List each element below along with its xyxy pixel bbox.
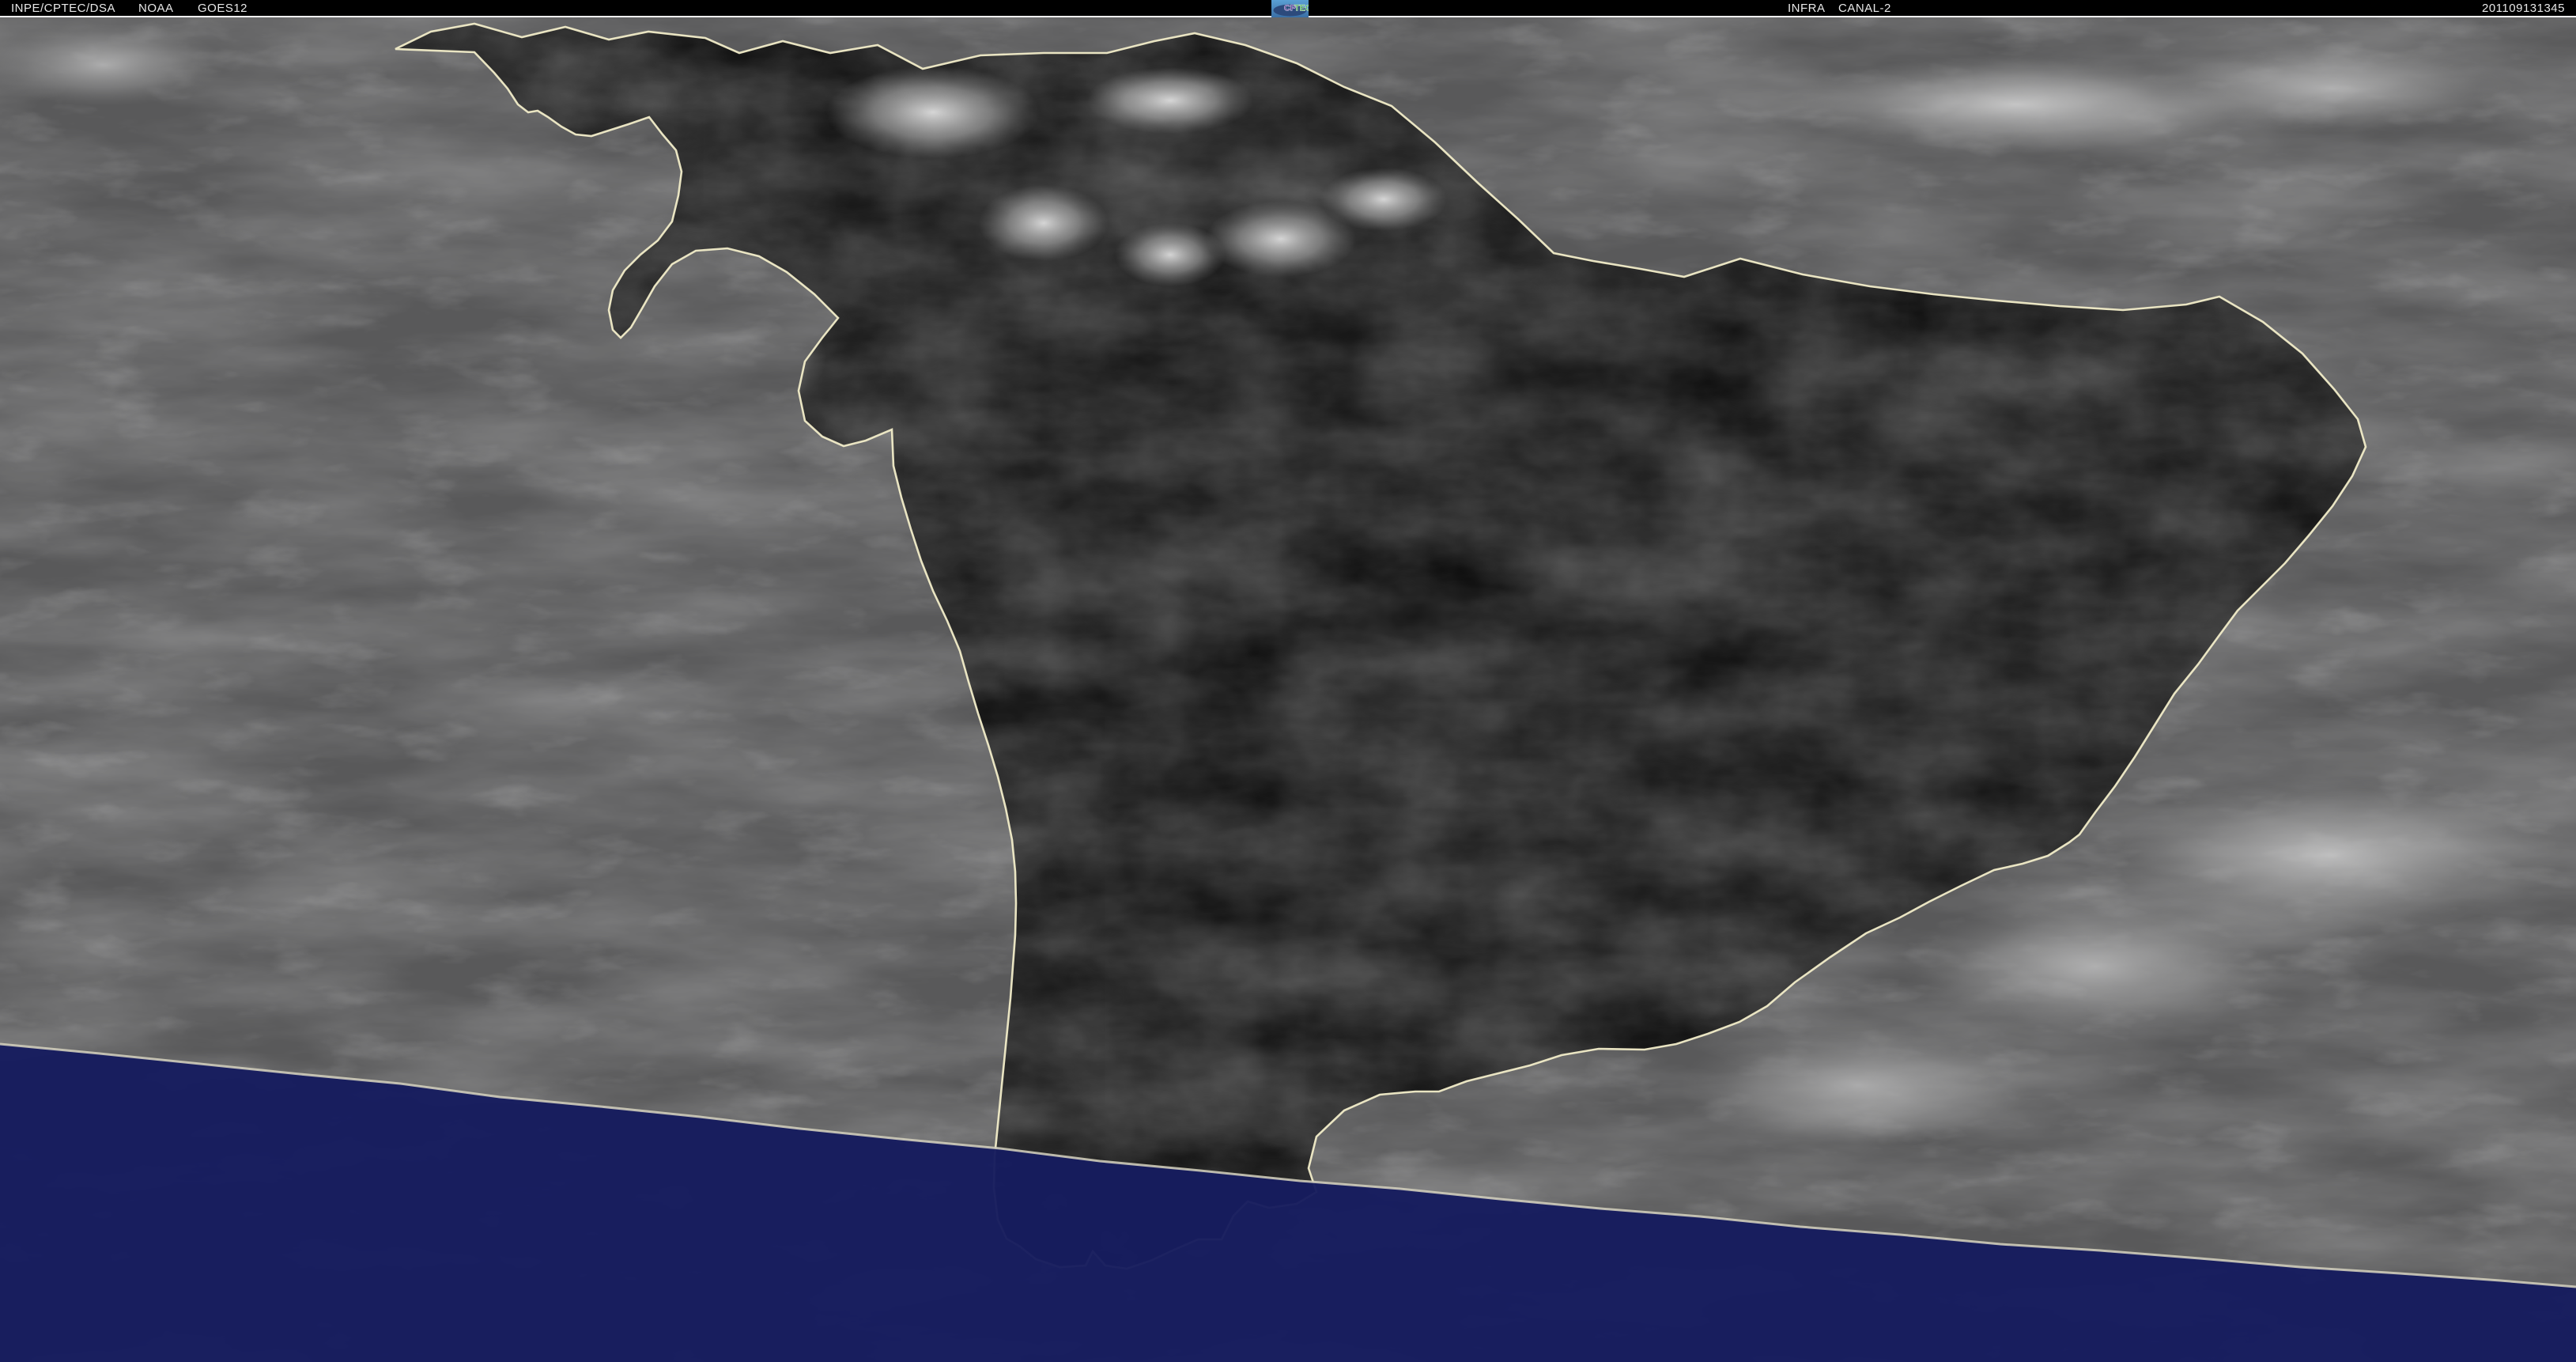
svg-text:TEC: TEC — [1294, 4, 1309, 13]
